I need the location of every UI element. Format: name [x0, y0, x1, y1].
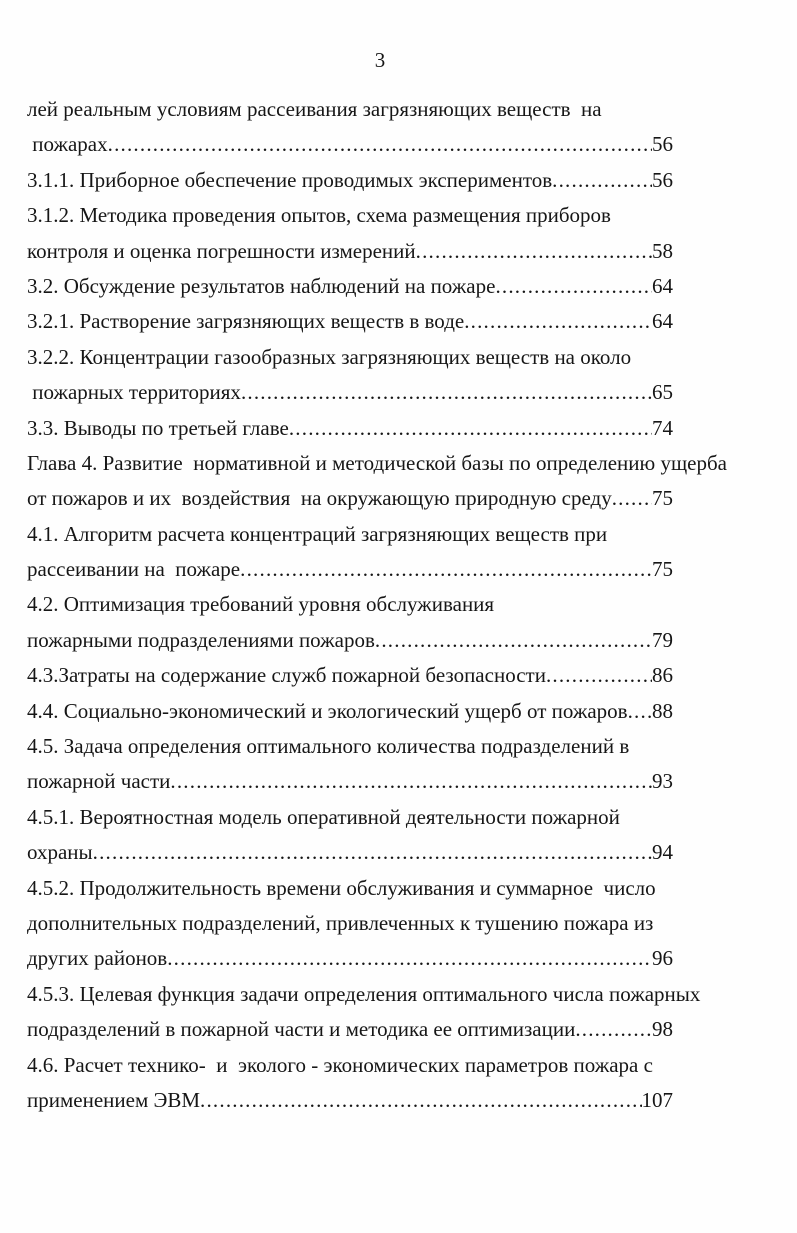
toc-line: рассеивании на пожаре...................…: [27, 557, 673, 592]
toc-entry-text: 4.5.2. Продолжительность времени обслужи…: [27, 875, 656, 900]
toc-entry-text: дополнительных подразделений, привлеченн…: [27, 910, 654, 935]
toc-page-number: 86: [652, 663, 673, 688]
toc-line: 4.5.2. Продолжительность времени обслужи…: [27, 876, 739, 911]
toc-line: контроля и оценка погрешности измерений.…: [27, 239, 673, 274]
toc-line: 3.1.1. Приборное обеспечение проводимых …: [27, 168, 673, 203]
dot-leader: ........................................…: [575, 1017, 652, 1042]
toc-entry-text: подразделений в пожарной части и методик…: [27, 1017, 576, 1042]
toc-entry-text: 3.1.2. Методика проведения опытов, схема…: [27, 203, 611, 228]
toc-line: 4.1. Алгоритм расчета концентраций загря…: [27, 522, 739, 557]
toc-entry-text: лей реальным условиям рассеивания загряз…: [27, 97, 602, 121]
toc-line: 4.2. Оптимизация требований уровня обслу…: [27, 592, 739, 627]
toc-entry-text: 4.5. Задача определения оптимального кол…: [27, 734, 630, 759]
toc-page-number: 75: [652, 557, 673, 582]
dot-leader: ........................................…: [374, 627, 652, 652]
toc-entry-text: охраны: [27, 840, 93, 865]
dot-leader: ........................................…: [627, 698, 652, 723]
toc-line: 3.2. Обсуждение результатов наблюдений н…: [27, 274, 673, 309]
toc-entry-text: применением ЭВМ: [27, 1087, 201, 1112]
toc-entry-text: пожарными подразделениями пожаров: [27, 627, 375, 652]
toc-line: пожарными подразделениями пожаров.......…: [27, 628, 673, 663]
dot-leader: ........................................…: [611, 486, 652, 511]
toc-entry-text: 4.5.3. Целевая функция задачи определени…: [27, 981, 701, 1006]
toc-entry-text: пожарной части: [27, 769, 171, 794]
toc-entry-text: 4.4. Социально-экономический и экологиче…: [27, 698, 628, 723]
toc-entry-text: рассеивании на пожаре: [27, 557, 241, 582]
toc-page-number: 94: [652, 840, 673, 865]
dot-leader: ........................................…: [92, 840, 652, 865]
toc-line: 3.1.2. Методика проведения опытов, схема…: [27, 203, 739, 238]
toc-line: 3.2.1. Растворение загрязняющих веществ …: [27, 309, 673, 344]
toc-page-number: 74: [652, 415, 673, 440]
dot-leader: ........................................…: [552, 167, 652, 192]
toc-entry-text: 4.3.Затраты на содержание служб пожарной…: [27, 663, 546, 688]
toc-line: 3.3. Выводы по третьей главе............…: [27, 416, 673, 451]
dot-leader: ........................................…: [200, 1087, 641, 1112]
toc-entry-text: 4.2. Оптимизация требований уровня обслу…: [27, 592, 495, 617]
toc-entry-text: пожарах: [27, 132, 108, 157]
toc-line: подразделений в пожарной части и методик…: [27, 1017, 673, 1052]
toc-line: 4.6. Расчет технико- и эколого - экономи…: [27, 1053, 739, 1088]
toc-line: 3.2.2. Концентрации газообразных загрязн…: [27, 345, 739, 380]
toc-line: 4.5.3. Целевая функция задачи определени…: [27, 982, 739, 1017]
page-number: 3: [374, 48, 386, 72]
toc-entry-text: пожарных территориях: [27, 380, 241, 405]
toc-entry-text: 3.1.1. Приборное обеспечение проводимых …: [27, 167, 553, 192]
toc-line: 4.3.Затраты на содержание служб пожарной…: [27, 663, 673, 698]
toc-page-number: 56: [652, 167, 673, 192]
dot-leader: ........................................…: [545, 663, 652, 688]
toc-page-number: 98: [652, 1017, 673, 1042]
toc-entry-text: других районов: [27, 946, 168, 971]
toc-page-number: 58: [652, 238, 673, 263]
toc-entry-text: 3.2.1. Растворение загрязняющих веществ …: [27, 309, 465, 334]
toc-page-number: 75: [652, 486, 673, 511]
toc-entry-text: 3.2.2. Концентрации газообразных загрязн…: [27, 344, 632, 369]
toc-page-number: 65: [652, 380, 673, 405]
toc-line: других районов..........................…: [27, 946, 673, 981]
toc-page-number: 107: [641, 1087, 674, 1112]
dot-leader: ........................................…: [464, 309, 652, 334]
toc: лей реальным условиям рассеивания загряз…: [27, 97, 739, 1123]
toc-entry-text: 4.1. Алгоритм расчета концентраций загря…: [27, 521, 608, 546]
toc-line: охраны..................................…: [27, 840, 673, 875]
toc-page-number: 64: [652, 273, 673, 298]
dot-leader: ........................................…: [170, 769, 652, 794]
toc-page-number: 64: [652, 309, 673, 334]
toc-line: дополнительных подразделений, привлеченн…: [27, 911, 739, 946]
dot-leader: ........................................…: [167, 946, 652, 971]
toc-line: 4.5.1. Вероятностная модель оперативной …: [27, 805, 739, 840]
toc-entry-text: Глава 4. Развитие нормативной и методиче…: [27, 450, 727, 475]
dot-leader: ........................................…: [495, 273, 652, 298]
dot-leader: ........................................…: [415, 238, 652, 263]
toc-entry-text: контроля и оценка погрешности измерений: [27, 238, 416, 263]
toc-page-number: 79: [652, 627, 673, 652]
toc-line: 4.5. Задача определения оптимального кол…: [27, 734, 739, 769]
toc-entry-text: 3.2. Обсуждение результатов наблюдений н…: [27, 273, 496, 298]
toc-line: Глава 4. Развитие нормативной и методиче…: [27, 451, 739, 486]
toc-line: лей реальным условиям рассеивания загряз…: [27, 97, 739, 132]
toc-page-number: 93: [652, 769, 673, 794]
toc-entry-text: от пожаров и их воздействия на окружающу…: [27, 486, 612, 511]
dot-leader: ........................................…: [240, 380, 652, 405]
toc-page-number: 96: [652, 946, 673, 971]
toc-entry-text: 4.6. Расчет технико- и эколого - экономи…: [27, 1052, 653, 1077]
toc-line: пожарах.................................…: [27, 132, 673, 167]
toc-page-number: 56: [652, 132, 673, 157]
toc-line: от пожаров и их воздействия на окружающу…: [27, 486, 673, 521]
toc-entry-text: 4.5.1. Вероятностная модель оперативной …: [27, 804, 620, 829]
dot-leader: ........................................…: [288, 415, 652, 440]
toc-line: пожарных территориях....................…: [27, 380, 673, 415]
toc-page-number: 88: [652, 698, 673, 723]
toc-entry-text: 3.3. Выводы по третьей главе: [27, 415, 289, 440]
dot-leader: ........................................…: [107, 132, 652, 157]
toc-line: применением ЭВМ.........................…: [27, 1088, 673, 1123]
toc-line: 4.4. Социально-экономический и экологиче…: [27, 699, 673, 734]
toc-line: пожарной части..........................…: [27, 769, 673, 804]
dot-leader: ........................................…: [240, 557, 652, 582]
